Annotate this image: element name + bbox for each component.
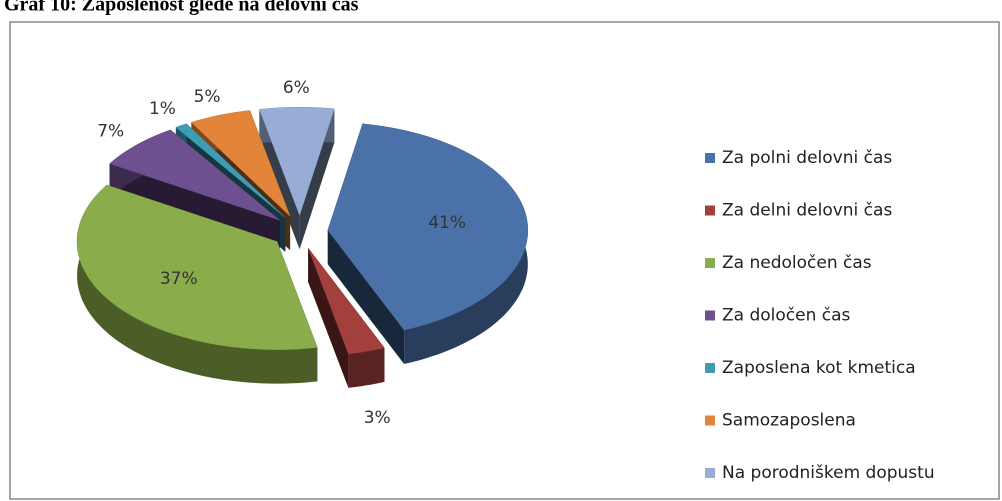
slice-top: [76, 184, 318, 350]
legend-label: Na porodniškem dopustu: [722, 463, 935, 483]
slice-top: [109, 129, 281, 221]
legend-label: Za polni delovni čas: [722, 148, 892, 168]
data-label: 41%: [428, 213, 466, 233]
legend-swatch: [705, 310, 715, 321]
slice-wall: [308, 248, 349, 388]
slice-top: [307, 247, 385, 355]
legend-swatch: [705, 415, 715, 426]
legend-label: Samozaposlena: [722, 411, 856, 431]
data-label: 37%: [160, 269, 198, 289]
pie-slice: [327, 123, 529, 364]
slice-top: [175, 123, 286, 218]
data-label: 3%: [364, 408, 391, 428]
legend-swatch: [705, 153, 715, 163]
data-label: 7%: [97, 121, 124, 141]
data-label: 5%: [194, 87, 221, 107]
legend-swatch: [705, 363, 715, 373]
slice-wall: [327, 230, 405, 364]
pie-slice: [307, 247, 385, 388]
chart-title: Graf 10: Zaposlenost glede na delovni ča…: [4, 0, 359, 16]
legend-label: Za delni delovni čas: [722, 201, 892, 221]
slice-side: [348, 347, 385, 388]
data-label: 6%: [283, 78, 310, 98]
legend-label: Za nedoločen čas: [722, 253, 872, 273]
legend-swatch: [705, 258, 715, 268]
legend-label: Za določen čas: [722, 306, 851, 326]
legend-swatch: [705, 468, 715, 478]
slice-top: [190, 110, 291, 217]
pie-slice: [76, 184, 318, 384]
legend-swatch: [705, 205, 715, 216]
slice-side: [77, 185, 318, 384]
slice-wall: [299, 108, 335, 250]
data-label: 1%: [149, 99, 176, 119]
slice-top: [259, 106, 335, 216]
legend-label: Zaposlena kot kmetica: [722, 358, 916, 378]
slice-top: [327, 123, 529, 331]
pie-slice: [109, 129, 281, 255]
